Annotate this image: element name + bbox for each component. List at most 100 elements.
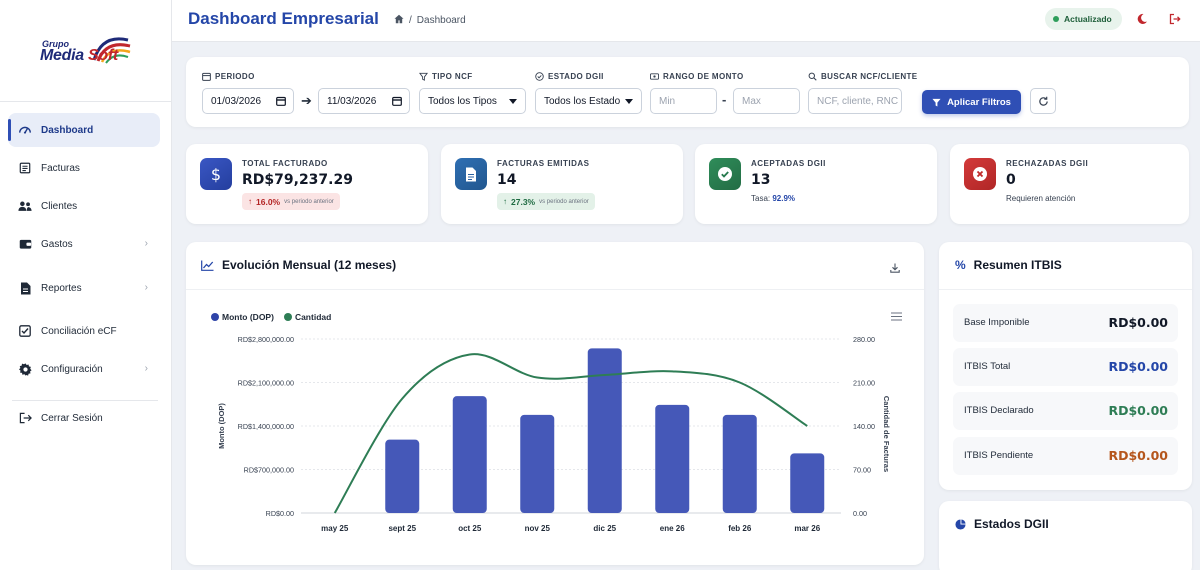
periodo-label: PERIODO [202,72,255,81]
home-icon[interactable] [394,14,404,27]
kpi-card-aceptadas: ACEPTADAS DGII 13 Tasa: 92.9% [695,144,937,224]
periodo-label-text: PERIODO [215,72,255,81]
sidebar-item-label: Clientes [41,200,78,212]
sidebar-item-dashboard[interactable]: Dashboard [8,113,160,147]
sidebar-item-label: Configuración [41,363,103,375]
monto-max-placeholder: Max [742,95,761,107]
itbis-row-label: ITBIS Total [964,361,1011,372]
sidebar-item-facturas[interactable]: Facturas [8,151,160,185]
monto-min-input[interactable]: Min [650,88,717,114]
legend-item-cantidad[interactable]: Cantidad [283,312,332,322]
legend-item-monto[interactable]: Monto (DOP) [211,312,274,322]
estado-select[interactable]: Todos los Estados [535,88,642,114]
legend-label: Monto (DOP) [222,312,274,322]
sidebar-item-gastos[interactable]: Gastos › [8,227,160,261]
sidebar-item-clientes[interactable]: Clientes [8,189,160,223]
users-icon [18,199,32,213]
fecha-hasta-input[interactable]: 11/03/2026 [318,88,410,114]
sidebar-item-logout[interactable]: Cerrar Sesión [8,401,160,435]
top-bar: Dashboard Empresarial / Dashboard Actual… [172,0,1200,42]
logout-top-icon[interactable] [1169,12,1183,26]
calendar-picker-icon[interactable] [276,96,286,106]
gear-icon [18,362,32,376]
buscar-label: BUSCAR NCF/CLIENTE [808,72,918,81]
sidebar-divider [0,101,172,102]
itbis-row-value: RD$0.00 [1108,448,1168,463]
apply-filters-button[interactable]: Aplicar Filtros [922,90,1021,114]
kpi-sub: Requieren atención [1006,194,1076,203]
sidebar-item-configuracion[interactable]: Configuración › [8,352,160,386]
sidebar-item-reportes[interactable]: Reportes › [8,271,160,305]
arrow-right-icon: ➔ [301,93,312,108]
card-header-divider [939,289,1192,290]
y-tick-label: RD$700,000.00 [244,466,294,475]
gauge-icon [18,123,32,137]
kpi-change-caption: vs periodo anterior [539,198,589,205]
refresh-button[interactable] [1030,88,1056,114]
kpi-change-value: 16.0% [256,196,281,207]
buscar-input[interactable]: NCF, cliente, RNC [808,88,902,114]
itbis-row: Base Imponible RD$0.00 [953,304,1178,342]
calendar-picker-icon[interactable] [392,96,402,106]
legend-label: Cantidad [294,312,332,322]
estados-card: Estados DGII [939,501,1192,570]
kpi-label: TOTAL FACTURADO [242,159,328,168]
sidebar-item-conciliacion[interactable]: Conciliación eCF [8,314,160,348]
tipo-ncf-select[interactable]: Todos los Tipos [419,88,526,114]
itbis-row-label: ITBIS Pendiente [964,450,1034,461]
itbis-row-label: Base Imponible [964,317,1030,328]
fecha-desde-value: 01/03/2026 [211,95,262,107]
page-title: Dashboard Empresarial [188,9,379,28]
status-dot [1053,16,1059,22]
kpi-value: RD$79,237.29 [242,172,353,188]
monto-min-placeholder: Min [659,95,676,107]
y2-tick-label: 0.00 [853,509,867,518]
bar-monto [722,414,757,513]
x-tick-label: oct 25 [458,524,482,533]
chevron-right-icon: › [144,282,148,293]
monto-label: RANGO DE MONTO [650,72,744,81]
chevron-right-icon: › [144,238,148,249]
itbis-card: % Resumen ITBIS Base Imponible RD$0.00 I… [939,242,1192,490]
kpi-label: RECHAZADAS DGII [1006,159,1089,168]
fecha-desde-input[interactable]: 01/03/2026 [202,88,294,114]
legend-swatch [283,313,292,321]
sidebar-item-label: Reportes [41,282,82,294]
logo-grupo-text: Grupo [42,39,69,49]
estado-value: Todos los Estados [544,95,620,107]
monto-max-input[interactable]: Max [733,88,800,114]
itbis-row-value: RD$0.00 [1108,403,1168,418]
chart-menu-icon[interactable] [891,308,902,326]
itbis-row: ITBIS Total RD$0.00 [953,348,1178,386]
bar-monto [655,404,690,513]
x-tick-label: may 25 [321,524,349,533]
tipo-ncf-label: TIPO NCF [419,72,473,81]
kpi-label: ACEPTADAS DGII [751,159,826,168]
status-label: Actualizado [1064,14,1112,24]
tipo-ncf-label-text: TIPO NCF [432,72,473,81]
arrow-up-icon: ↑ [248,197,252,206]
range-separator: - [722,92,727,107]
buscar-placeholder: NCF, cliente, RNC [817,95,899,107]
report-icon [18,281,32,295]
sidebar-divider [12,400,158,401]
percent-icon: % [955,258,966,272]
sidebar-item-label: Facturas [41,162,80,174]
pie-chart-icon [955,518,966,530]
fecha-hasta-value: 11/03/2026 [327,95,377,107]
chart-card: Evolución Mensual (12 meses) Monto (DOP)… [186,242,924,565]
buscar-label-text: BUSCAR NCF/CLIENTE [821,72,918,81]
x-tick-label: sept 25 [388,524,416,533]
breadcrumb: / Dashboard [394,14,466,27]
refresh-icon [1038,96,1048,106]
calendar-icon [202,72,211,81]
estados-card-title: Estados DGII [955,517,1049,531]
x-tick-label: mar 26 [794,524,820,533]
chart-legend: Monto (DOP) Cantidad [211,312,331,322]
kpi-value: 0 [1006,172,1016,188]
download-icon[interactable] [890,260,900,278]
bar-monto [587,348,622,513]
y2-axis-label: Cantidad de Facturas [882,396,891,472]
company-logo[interactable]: Grupo Media Soft [38,30,134,70]
dark-mode-icon[interactable] [1136,12,1150,26]
